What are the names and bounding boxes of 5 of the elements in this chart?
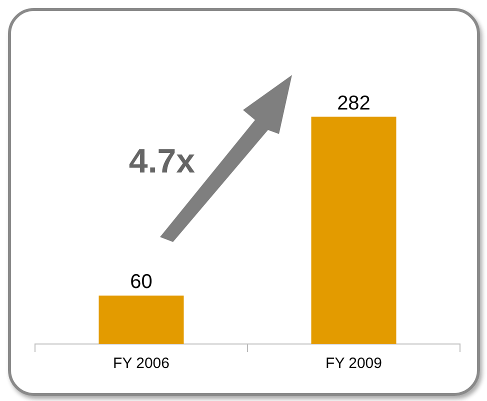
annotation: 4.7x bbox=[128, 142, 196, 180]
x-tick-label: FY 2009 bbox=[326, 355, 382, 372]
data-label: 60 bbox=[130, 271, 152, 294]
data-label: 282 bbox=[337, 92, 370, 114]
x-tick-label: FY 2006 bbox=[113, 355, 170, 372]
